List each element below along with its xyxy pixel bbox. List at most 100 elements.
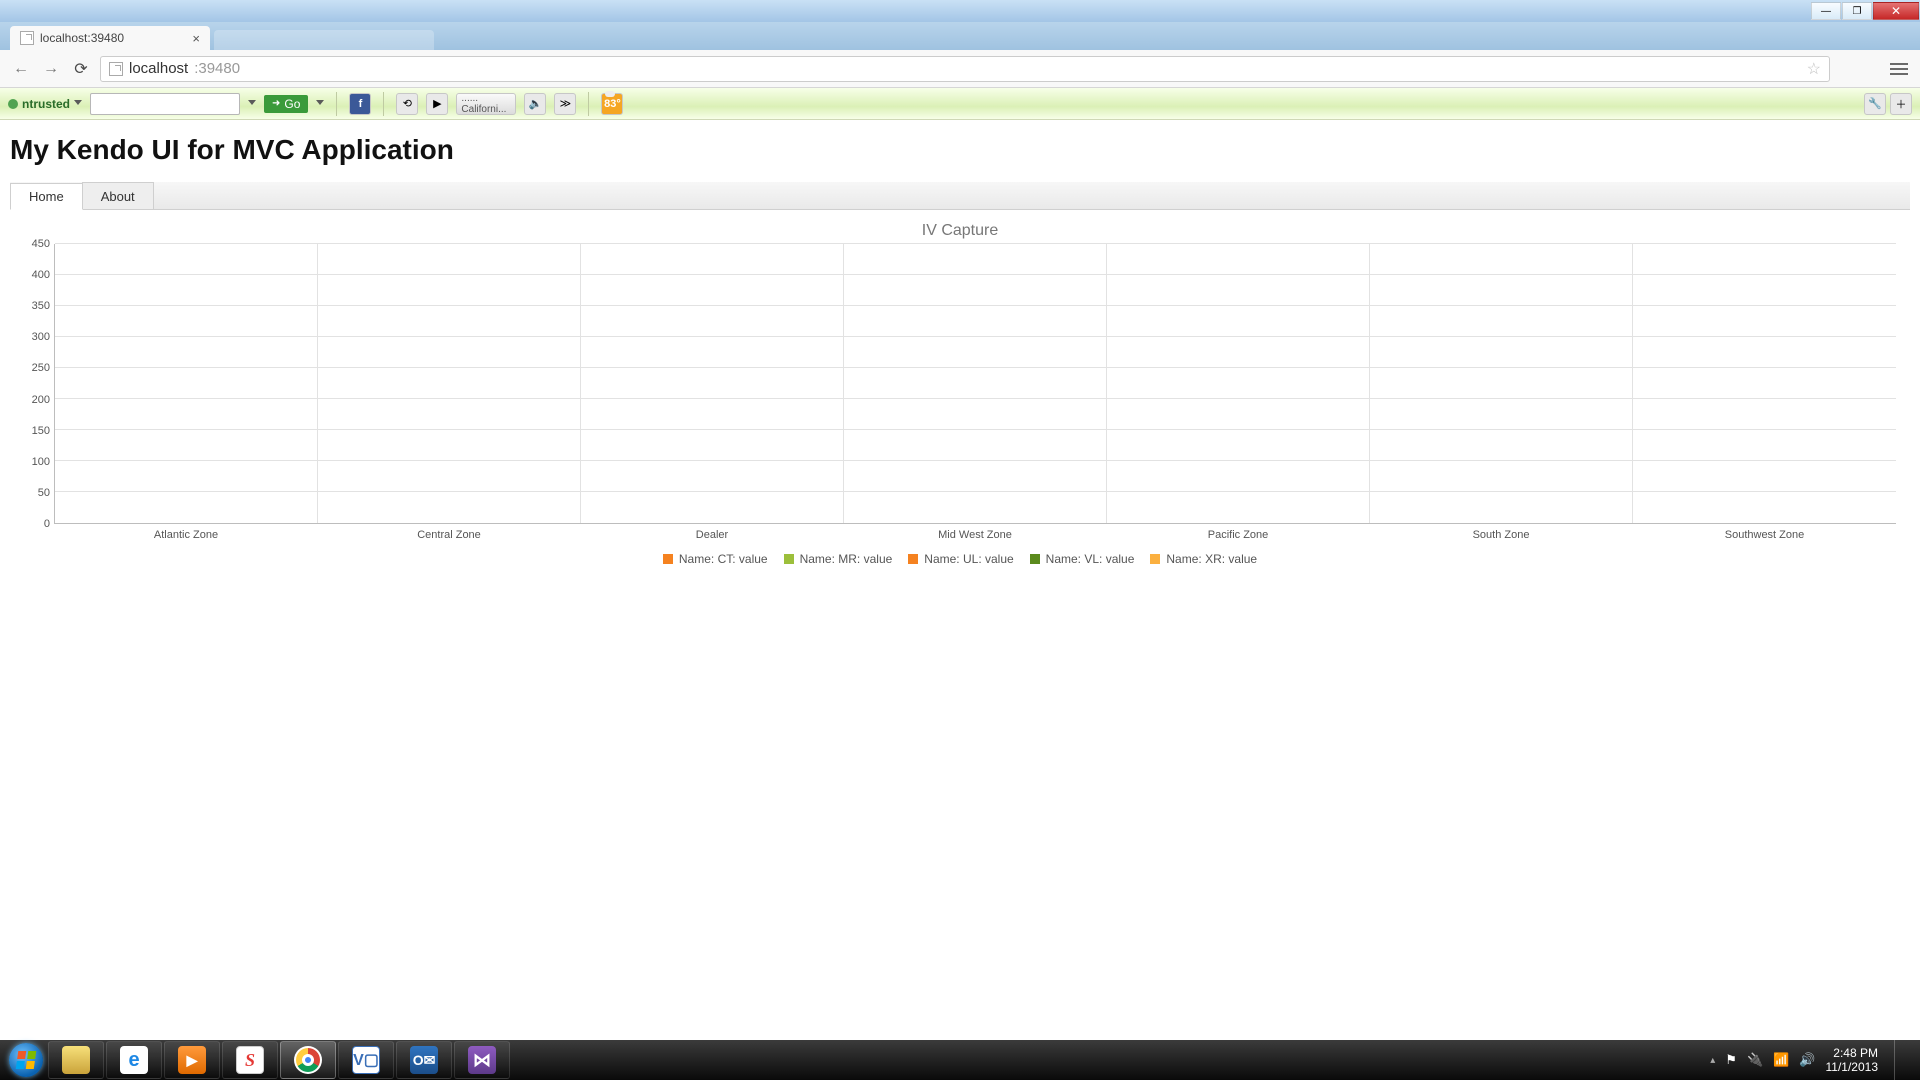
weather-badge[interactable]: 83° [601, 93, 623, 115]
chevron-down-icon[interactable] [248, 100, 256, 108]
legend-label: Name: MR: value [800, 552, 893, 566]
extension-settings-icon[interactable]: 🔧 [1864, 93, 1886, 115]
y-tick-label: 450 [32, 238, 50, 250]
browser-tab-inactive[interactable] [214, 30, 434, 50]
explorer-icon [62, 1046, 90, 1074]
page-favicon-icon [20, 31, 34, 45]
category-label: Dealer [581, 529, 843, 541]
y-tick-label: 150 [32, 425, 50, 437]
category-column: Atlantic Zone [55, 244, 318, 523]
extension-search-input[interactable] [90, 93, 240, 115]
address-bar[interactable]: localhost :39480 ☆ [100, 56, 1830, 82]
legend-swatch-icon [663, 554, 673, 564]
tab-home[interactable]: Home [10, 183, 83, 210]
bookmark-star-icon[interactable]: ☆ [1807, 59, 1821, 79]
nav-reload-button[interactable]: ⟳ [70, 58, 92, 80]
url-port: :39480 [194, 60, 240, 77]
category-label: Atlantic Zone [55, 529, 317, 541]
extension-add-icon[interactable]: ＋ [1890, 93, 1912, 115]
extension-toolbar: ntrusted ➜ Go f ⟲ ▶ ...... Californi... 🔈… [0, 88, 1920, 120]
browser-tab-active[interactable]: localhost:39480 × [10, 26, 210, 50]
facebook-icon[interactable]: f [349, 93, 371, 115]
taskbar-chrome[interactable] [280, 1041, 336, 1079]
extension-brand[interactable]: ntrusted [8, 97, 82, 111]
chevron-down-icon[interactable] [316, 100, 324, 108]
legend-swatch-icon [908, 554, 918, 564]
legend-swatch-icon [1150, 554, 1160, 564]
taskbar-visual-studio[interactable]: ⋈ [454, 1041, 510, 1079]
chart-title: IV Capture [10, 214, 1910, 244]
media-prev-icon[interactable]: ⟲ [396, 93, 418, 115]
outlook-icon: O✉ [410, 1046, 438, 1074]
category-label: South Zone [1370, 529, 1632, 541]
page-tabstrip: Home About [10, 182, 1910, 210]
snagit-icon: S [236, 1046, 264, 1074]
taskbar-ie[interactable]: e [106, 1041, 162, 1079]
window-close-button[interactable]: ✕ [1873, 2, 1919, 20]
legend-item[interactable]: Name: VL: value [1030, 552, 1135, 566]
nav-forward-button: → [40, 58, 62, 80]
extension-brand-label: ntrusted [22, 97, 70, 111]
taskbar-media-player[interactable]: ▶ [164, 1041, 220, 1079]
visual-studio-icon: ⋈ [468, 1046, 496, 1074]
legend-item[interactable]: Name: CT: value [663, 552, 768, 566]
chrome-icon [294, 1046, 322, 1074]
media-mute-icon[interactable]: 🔈 [524, 93, 546, 115]
legend-item[interactable]: Name: XR: value [1150, 552, 1257, 566]
divider [336, 92, 337, 116]
tray-power-icon[interactable]: 🔌 [1747, 1052, 1763, 1068]
y-tick-label: 300 [32, 331, 50, 343]
nav-back-button[interactable]: ← [10, 58, 32, 80]
media-play-icon[interactable]: ▶ [426, 93, 448, 115]
category-column: Dealer [581, 244, 844, 523]
legend-swatch-icon [1030, 554, 1040, 564]
chart-container: IV Capture 050100150200250300350400450 A… [10, 214, 1910, 571]
tray-network-icon[interactable]: 📶 [1773, 1052, 1789, 1068]
chrome-tabstrip: localhost:39480 × [0, 22, 1920, 50]
legend-label: Name: CT: value [679, 552, 768, 566]
y-tick-label: 350 [32, 300, 50, 312]
legend-item[interactable]: Name: MR: value [784, 552, 893, 566]
divider [588, 92, 589, 116]
start-button[interactable] [6, 1040, 46, 1080]
category-column: Mid West Zone [844, 244, 1107, 523]
chrome-menu-button[interactable] [1888, 58, 1910, 80]
chrome-toolbar: ← → ⟳ localhost :39480 ☆ [0, 50, 1920, 88]
taskbar-visio[interactable]: V▢ [338, 1041, 394, 1079]
go-label: Go [284, 97, 300, 111]
tab-close-icon[interactable]: × [192, 32, 200, 45]
media-player-icon: ▶ [178, 1046, 206, 1074]
tray-overflow-icon[interactable]: ▴ [1710, 1055, 1715, 1066]
arrow-right-icon: ➜ [272, 98, 280, 109]
legend-item[interactable]: Name: UL: value [908, 552, 1013, 566]
chart-plot-area: 050100150200250300350400450 Atlantic Zon… [20, 244, 1900, 544]
url-host: localhost [129, 60, 188, 77]
window-maximize-button[interactable]: ❐ [1842, 2, 1872, 20]
legend-label: Name: VL: value [1046, 552, 1135, 566]
show-desktop-button[interactable] [1894, 1040, 1906, 1080]
category-label: Pacific Zone [1107, 529, 1369, 541]
divider [383, 92, 384, 116]
window-titlebar: ― ❐ ✕ [0, 0, 1920, 22]
site-info-icon[interactable] [109, 62, 123, 76]
windows-orb-icon [9, 1043, 43, 1077]
tray-clock[interactable]: 2:48 PM 11/1/2013 [1826, 1046, 1879, 1075]
taskbar-snagit[interactable]: S [222, 1041, 278, 1079]
tray-volume-icon[interactable]: 🔊 [1799, 1052, 1815, 1068]
taskbar-outlook[interactable]: O✉ [396, 1041, 452, 1079]
category-column: South Zone [1370, 244, 1633, 523]
tray-flag-icon[interactable]: ⚑ [1725, 1052, 1737, 1068]
ie-icon: e [120, 1046, 148, 1074]
legend-swatch-icon [784, 554, 794, 564]
extension-go-button[interactable]: ➜ Go [264, 95, 308, 113]
category-label: Mid West Zone [844, 529, 1106, 541]
tab-about[interactable]: About [82, 182, 154, 209]
media-track-label[interactable]: ...... Californi... [456, 93, 516, 115]
plot-region: Atlantic ZoneCentral ZoneDealerMid West … [54, 244, 1896, 524]
category-label: Southwest Zone [1633, 529, 1896, 541]
y-tick-label: 250 [32, 362, 50, 374]
media-fwd-icon[interactable]: ≫ [554, 93, 576, 115]
window-minimize-button[interactable]: ― [1811, 2, 1841, 20]
category-column: Southwest Zone [1633, 244, 1896, 523]
taskbar-explorer[interactable] [48, 1041, 104, 1079]
